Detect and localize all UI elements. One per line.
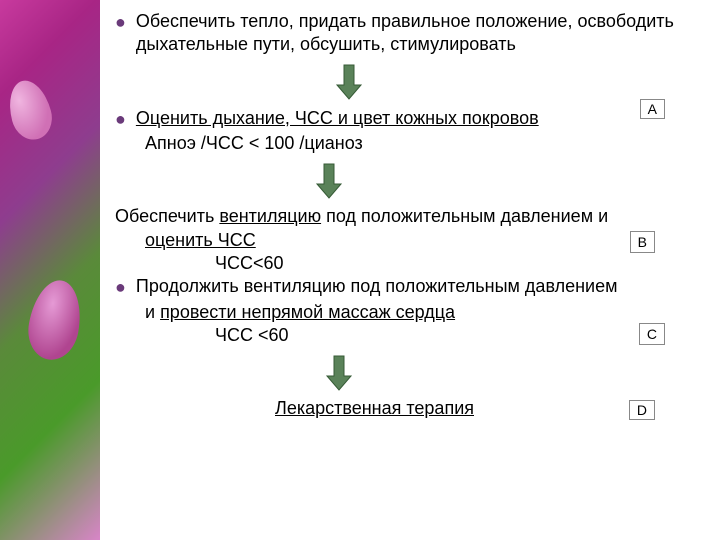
sub-text-3: ЧСС<60 — [115, 252, 700, 275]
sub-text-2: Апноэ /ЧСС < 100 /цианоз — [115, 132, 700, 155]
text-3-line2: оценить ЧСС — [145, 230, 256, 250]
arrow-4 — [115, 354, 700, 392]
text-4-line2-row: и провести непрямой массаж сердца С — [115, 301, 700, 324]
bullet-item-4: ● Продолжить вентиляцию под положительны… — [115, 275, 700, 298]
badge-d: D — [629, 400, 655, 420]
sub-text-4: ЧСС <60 — [115, 324, 700, 347]
down-arrow-icon — [335, 63, 363, 101]
background-tulips — [0, 0, 100, 540]
bullet-item-1: ● Обеспечить тепло, придать правильное п… — [115, 10, 700, 57]
slide-content: ● Обеспечить тепло, придать правильное п… — [100, 0, 720, 540]
arrow-2 — [115, 162, 700, 200]
underlined-text: вентиляцию — [219, 206, 321, 226]
bullet-text-2: Оценить дыхание, ЧСС и цвет кожных покро… — [136, 107, 700, 130]
bullet-text-1: Обеспечить тепло, придать правильное пол… — [136, 10, 700, 57]
text-3-line1: Обеспечить вентиляцию под положительным … — [115, 206, 608, 226]
down-arrow-icon — [315, 162, 343, 200]
text-block-3: Обеспечить вентиляцию под положительным … — [115, 206, 700, 227]
badge-a: А — [640, 99, 665, 119]
final-row: Лекарственная терапия D — [115, 398, 700, 419]
badge-b: В — [630, 231, 655, 253]
bullet-marker: ● — [115, 277, 126, 298]
bullet-text-4: Продолжить вентиляцию под положительным … — [136, 275, 700, 298]
bullet-marker: ● — [115, 12, 126, 33]
bullet-marker: ● — [115, 109, 126, 130]
underlined-text: провести непрямой массаж сердца — [160, 302, 455, 322]
bullet-item-2: ● Оценить дыхание, ЧСС и цвет кожных пок… — [115, 107, 700, 130]
final-text: Лекарственная терапия — [275, 398, 474, 418]
arrow-1 — [115, 63, 700, 101]
underlined-text: Оценить дыхание, ЧСС и цвет кожных покро… — [136, 108, 539, 128]
down-arrow-icon — [325, 354, 353, 392]
text-3-line2-row: оценить ЧСС В — [115, 229, 700, 252]
badge-c: С — [639, 323, 665, 345]
